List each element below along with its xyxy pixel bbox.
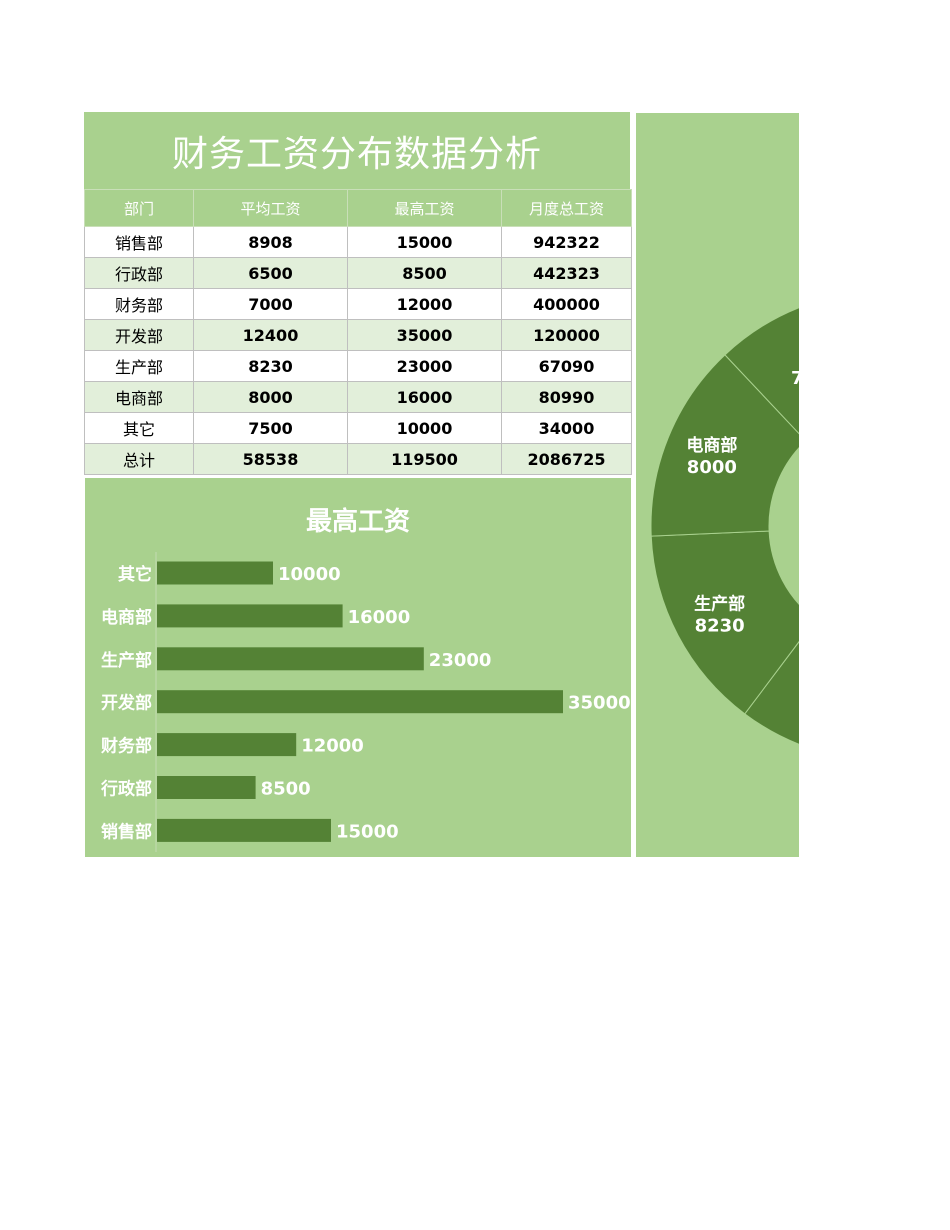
bar[interactable]: [157, 733, 297, 757]
table-cell[interactable]: 2086725: [501, 443, 632, 475]
donut-slice[interactable]: [650, 530, 799, 715]
table-cell[interactable]: 开发部: [84, 319, 194, 351]
slice-value-label-partial: 7: [791, 368, 799, 389]
table-cell[interactable]: 120000: [501, 319, 632, 351]
category-label: 其它: [118, 564, 152, 585]
table-cell[interactable]: 400000: [501, 288, 632, 320]
slice-value-label: 8000: [687, 457, 737, 478]
slice-category-label: 生产部: [694, 594, 745, 615]
category-label: 开发部: [101, 693, 152, 714]
table-row: 财务部 7000 12000 400000: [84, 288, 632, 320]
table-total-row: 总计 58538 119500 2086725: [84, 443, 632, 475]
table-cell[interactable]: 58538: [193, 443, 348, 475]
bar[interactable]: [157, 561, 273, 585]
average-salary-donut-chart[interactable]: 电商部 8000 生产部 8230 7: [636, 113, 799, 857]
table-row: 生产部 8230 23000 67090: [84, 350, 632, 382]
table-cell[interactable]: 7000: [193, 288, 348, 320]
table-header-row: 部门 平均工资 最高工资 月度总工资: [84, 189, 632, 227]
donut-slice[interactable]: [724, 291, 799, 441]
data-label: 10000: [278, 564, 341, 585]
max-salary-chart[interactable]: 最高工资其它 10000 电商部 16000 生产部 23000 开发部 35000 财务部 12…: [85, 478, 631, 857]
bar[interactable]: [157, 690, 563, 714]
table-cell[interactable]: 15000: [347, 226, 502, 258]
header-department[interactable]: 部门: [84, 189, 194, 227]
category-label: 生产部: [101, 650, 152, 671]
table-cell[interactable]: 8230: [193, 350, 348, 382]
table-row: 电商部 8000 16000 80990: [84, 381, 632, 413]
table-cell[interactable]: 生产部: [84, 350, 194, 382]
table-cell[interactable]: 8500: [347, 257, 502, 289]
table-cell[interactable]: 12000: [347, 288, 502, 320]
data-label: 8500: [261, 779, 311, 800]
table-cell[interactable]: 总计: [84, 443, 194, 475]
table-cell[interactable]: 67090: [501, 350, 632, 382]
table-cell[interactable]: 其它: [84, 412, 194, 444]
donut-hole: [770, 449, 799, 603]
header-average-salary[interactable]: 平均工资: [193, 189, 348, 227]
data-label: 35000: [568, 693, 631, 714]
table-cell[interactable]: 23000: [347, 350, 502, 382]
table-cell[interactable]: 财务部: [84, 288, 194, 320]
title-banner: 财务工资分布数据分析: [84, 112, 630, 190]
table-row: 其它 7500 10000 34000: [84, 412, 632, 444]
header-max-salary[interactable]: 最高工资: [347, 189, 502, 227]
bar[interactable]: [157, 776, 256, 799]
table-cell[interactable]: 10000: [347, 412, 502, 444]
bar[interactable]: [157, 604, 343, 628]
table-cell[interactable]: 80990: [501, 381, 632, 413]
table-cell[interactable]: 8908: [193, 226, 348, 258]
chart-title: 最高工资: [306, 506, 410, 537]
data-label: 15000: [336, 821, 399, 842]
donut-slice[interactable]: [744, 617, 799, 761]
data-label: 16000: [348, 607, 411, 628]
table-cell[interactable]: 34000: [501, 412, 632, 444]
table-row: 开发部 12400 35000 120000: [84, 319, 632, 351]
data-label: 23000: [429, 650, 492, 671]
category-label: 销售部: [101, 821, 152, 842]
bar[interactable]: [157, 818, 331, 842]
bar[interactable]: [157, 647, 424, 671]
category-label: 财务部: [100, 736, 152, 757]
slice-value-label: 8230: [695, 616, 745, 637]
table-cell[interactable]: 16000: [347, 381, 502, 413]
header-monthly-total[interactable]: 月度总工资: [501, 189, 632, 227]
data-label: 12000: [301, 736, 364, 757]
table-cell[interactable]: 电商部: [84, 381, 194, 413]
table-cell[interactable]: 12400: [193, 319, 348, 351]
salary-table: 部门 平均工资 最高工资 月度总工资 销售部 8908 15000 942322…: [84, 189, 632, 475]
slice-category-label: 电商部: [686, 435, 737, 456]
table-cell[interactable]: 35000: [347, 319, 502, 351]
table-cell[interactable]: 行政部: [84, 257, 194, 289]
table-row: 行政部 6500 8500 442323: [84, 257, 632, 289]
table-cell[interactable]: 8000: [193, 381, 348, 413]
category-label: 行政部: [100, 779, 152, 800]
page-title: 财务工资分布数据分析: [171, 133, 542, 175]
table-cell[interactable]: 7500: [193, 412, 348, 444]
table-cell[interactable]: 销售部: [84, 226, 194, 258]
table-cell[interactable]: 119500: [347, 443, 502, 475]
table-row: 销售部 8908 15000 942322: [84, 226, 632, 258]
table-cell[interactable]: 6500: [193, 257, 348, 289]
table-cell[interactable]: 942322: [501, 226, 632, 258]
table-cell[interactable]: 442323: [501, 257, 632, 289]
category-label: 电商部: [101, 607, 152, 628]
